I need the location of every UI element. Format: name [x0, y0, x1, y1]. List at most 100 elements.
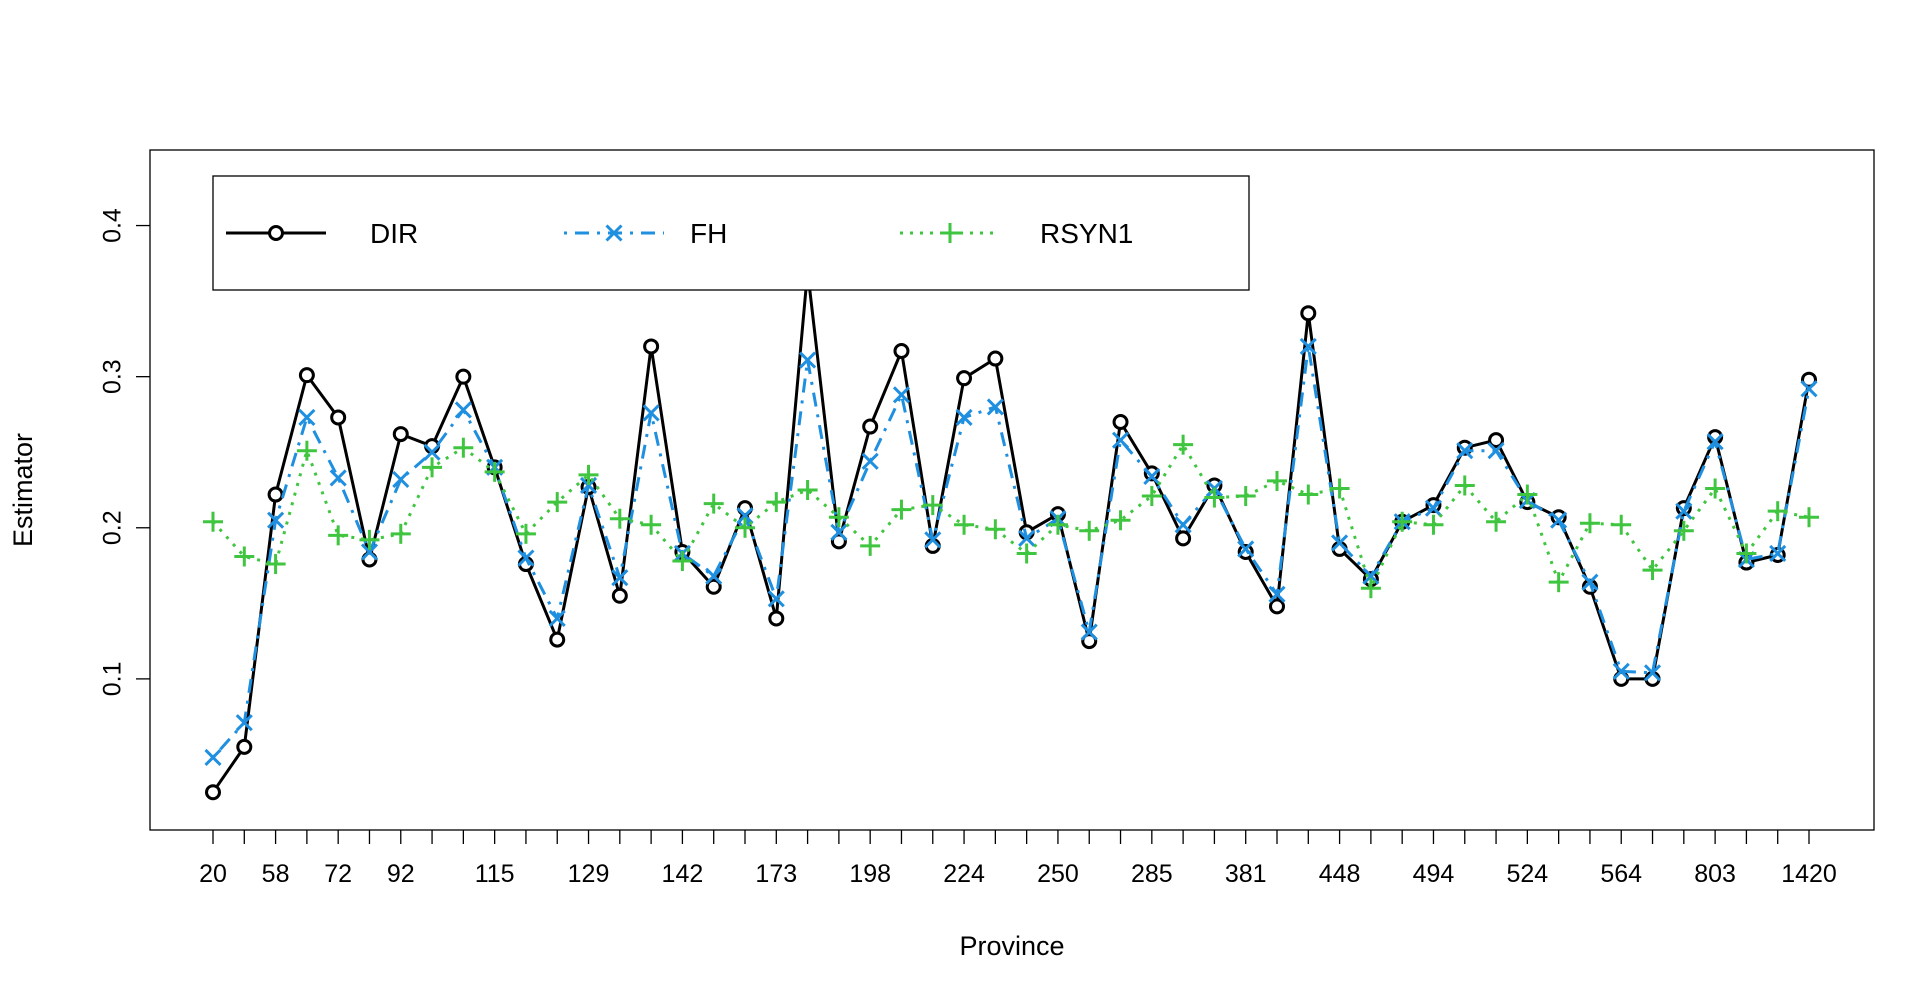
point-rsyn1: [1767, 501, 1788, 522]
series-fh: [204, 337, 1818, 767]
point-fh: [705, 567, 723, 585]
point-rsyn1: [1454, 475, 1475, 496]
point-fh: [767, 590, 785, 608]
point-dir: [1175, 530, 1192, 547]
point-rsyn1: [1016, 543, 1037, 564]
point-fh: [235, 714, 253, 732]
legend: DIR FH RSYN1: [212, 175, 1250, 291]
y-axis: 0.1 0.2 0.3 0.4: [99, 208, 150, 696]
point-fh: [830, 523, 848, 541]
point-rsyn1: [641, 514, 662, 535]
point-fh: [955, 408, 973, 427]
x-tick-label: 494: [1413, 860, 1455, 888]
legend-item-fh: FH: [564, 218, 727, 249]
point-rsyn1: [1298, 484, 1319, 505]
point-dir: [1112, 414, 1129, 430]
legend-label-dir: DIR: [370, 218, 418, 249]
series-line-fh: [211, 344, 1811, 759]
point-rsyn1: [1329, 478, 1350, 499]
point-dir: [1143, 465, 1160, 482]
point-fh: [1237, 540, 1255, 558]
point-fh: [267, 511, 285, 529]
point-rsyn1: [1736, 543, 1757, 564]
point-rsyn1: [860, 535, 881, 556]
point-dir: [1550, 509, 1567, 526]
x-tick-label: 250: [1037, 860, 1079, 888]
point-dir: [643, 338, 660, 355]
point-fh: [1331, 534, 1349, 552]
point-dir: [455, 368, 472, 385]
point-fh: [204, 748, 222, 767]
legend-marker-dir: [268, 225, 284, 241]
y-axis-title: Estimator: [8, 433, 38, 547]
x-axis-title: Province: [959, 931, 1064, 961]
point-dir: [862, 418, 879, 435]
point-rsyn1: [547, 492, 568, 513]
y-tick-label: 0.4: [99, 208, 127, 243]
point-fh: [1769, 544, 1787, 563]
legend-box: [212, 175, 1250, 291]
point-dir: [267, 486, 284, 503]
point-fh: [1800, 380, 1818, 398]
point-rsyn1: [578, 464, 599, 485]
point-rsyn1: [1235, 486, 1256, 507]
point-fh: [1550, 511, 1568, 529]
point-fh: [1111, 431, 1130, 449]
point-fh: [1362, 567, 1380, 585]
y-tick-label: 0.2: [99, 510, 127, 545]
point-fh: [892, 386, 911, 404]
x-tick-label: 20: [199, 860, 227, 888]
point-rsyn1: [828, 507, 849, 528]
point-dir: [330, 409, 347, 426]
x-tick-label: 142: [662, 860, 704, 888]
legend-label-rsyn1: RSYN1: [1040, 218, 1133, 249]
point-rsyn1: [359, 529, 380, 550]
point-rsyn1: [296, 440, 317, 461]
point-rsyn1: [766, 492, 787, 513]
point-dir: [768, 610, 785, 627]
point-rsyn1: [1267, 470, 1287, 491]
point-rsyn1: [1673, 520, 1694, 541]
point-dir: [1269, 598, 1285, 615]
point-dir: [1801, 371, 1817, 388]
point-rsyn1: [265, 554, 286, 575]
legend-marker-rsyn1: [940, 223, 960, 243]
x-tick-label: 381: [1225, 860, 1267, 888]
point-dir: [893, 342, 910, 359]
point-fh: [861, 452, 879, 470]
legend-item-dir: DIR: [226, 218, 418, 249]
point-dir: [1488, 432, 1505, 449]
point-fh: [1456, 442, 1474, 460]
point-rsyn1: [203, 511, 223, 532]
point-dir: [298, 367, 315, 384]
x-tick-label: 524: [1506, 860, 1548, 888]
series-rsyn1: [203, 434, 1819, 599]
point-fh: [1143, 467, 1161, 485]
point-rsyn1: [922, 495, 943, 516]
x-tick-label: 58: [262, 860, 290, 888]
point-fh: [736, 507, 754, 525]
point-fh: [1643, 664, 1662, 682]
point-dir: [549, 631, 566, 648]
point-rsyn1: [422, 457, 443, 478]
point-fh: [1299, 337, 1317, 356]
point-rsyn1: [515, 523, 536, 544]
point-fh: [548, 609, 566, 628]
point-fh: [799, 351, 817, 369]
point-dir: [705, 578, 722, 595]
y-tick-label: 0.1: [99, 662, 127, 697]
point-fh: [423, 443, 441, 461]
point-rsyn1: [672, 551, 693, 572]
point-rsyn1: [390, 523, 411, 544]
x-tick-label: 285: [1131, 860, 1173, 888]
point-rsyn1: [954, 514, 975, 535]
x-tick-label: 224: [943, 860, 985, 888]
legend-label-fh: FH: [690, 218, 727, 249]
point-rsyn1: [1486, 511, 1507, 532]
x-tick-label: 173: [755, 860, 797, 888]
y-tick-label: 0.3: [99, 359, 127, 394]
series-layer: [203, 262, 1819, 801]
point-fh: [642, 404, 660, 422]
point-rsyn1: [1642, 560, 1663, 581]
